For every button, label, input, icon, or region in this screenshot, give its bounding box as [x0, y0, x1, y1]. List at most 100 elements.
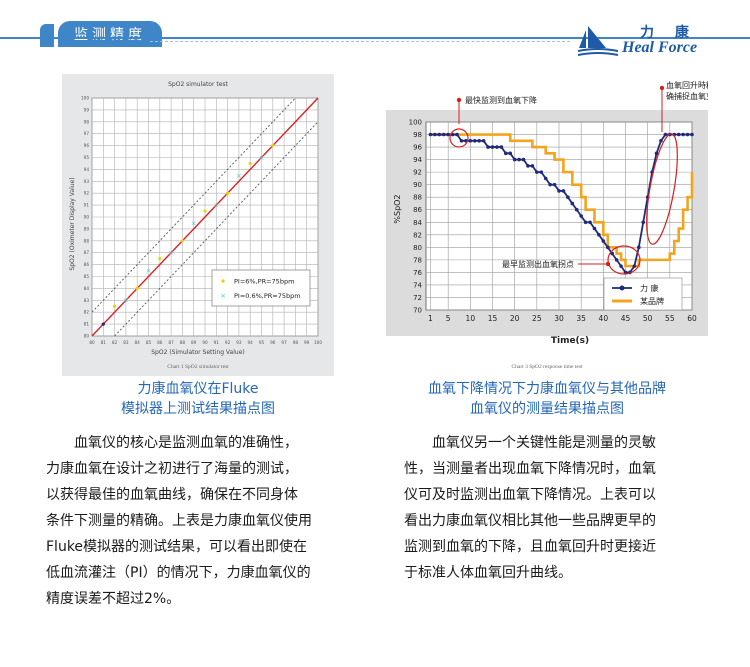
annotation-recovery-text: 血氧回升時精确捕捉血氧变化 — [666, 80, 708, 101]
left-paragraph-line: 条件下测量的精确。上表是力康血氧仪使用 — [46, 513, 312, 529]
y-tick-label: 86 — [84, 262, 90, 267]
right-caption-line1: 血氧下降情况下力康血氧仪与其他品牌 — [428, 381, 666, 397]
data-point-healforce — [433, 132, 437, 137]
legend-box — [211, 269, 311, 307]
sailboat-logo-icon — [578, 26, 618, 56]
highlight-circle-drop — [449, 128, 469, 148]
y-tick-label: 80 — [413, 244, 422, 252]
y-tick-label: 96 — [413, 144, 422, 152]
section-title: 监测精度 — [58, 21, 162, 47]
y-tick-label: 74 — [413, 281, 422, 289]
x-tick-label: 15 — [488, 314, 498, 323]
section-tab-accent — [40, 24, 54, 47]
data-point-healforce — [663, 132, 668, 137]
data-point-pi6 — [226, 191, 230, 195]
x-tick-label: 50 — [643, 314, 653, 323]
y-tick-label: 81 — [84, 322, 90, 327]
y-tick-label: 90 — [84, 215, 90, 220]
x-axis-label: Time(s) — [551, 336, 589, 346]
data-point-pi6 — [135, 286, 139, 290]
annotation-fastest-drop: 最快监测到血氧下降 — [456, 95, 537, 124]
x-tick-label: 1 — [428, 314, 433, 323]
y-tick-label: 91 — [84, 203, 90, 208]
left-paragraph-line: 以获得最佳的血氧曲线，确保在不同身体 — [46, 487, 298, 503]
x-tick-label: 35 — [576, 314, 586, 323]
left-caption-line2: 模拟器上测试结果描点图 — [121, 401, 275, 417]
right-paragraph-line: 监测到血氧的下降，且血氧回升时更接近 — [404, 539, 656, 555]
data-point-healforce — [548, 182, 552, 187]
left-paragraph-line: 血氧仪的核心是监测血氧的准确性， — [46, 435, 298, 451]
y-tick-label: 97 — [84, 131, 90, 136]
x-tick-label: 10 — [466, 314, 476, 323]
right-paragraph-line: 于标准人体血氧回升曲线。 — [404, 565, 572, 581]
y-tick-label: 94 — [413, 156, 422, 164]
data-point-healforce — [477, 139, 481, 143]
x-tick-label: 91 — [214, 340, 220, 345]
data-point-healforce — [543, 176, 548, 181]
y-tick-label: 94 — [84, 167, 90, 172]
data-point-healforce — [455, 132, 459, 137]
x-tick-label: 5 — [446, 314, 451, 323]
legend-marker-pi06: × — [220, 292, 226, 300]
annotation-inflection-text: 最早监测出血氧拐点 — [502, 259, 574, 269]
y-tick-label: 100 — [409, 119, 422, 127]
left-paragraph-line: 力康血氧在设计之初进行了海量的测试， — [46, 461, 298, 477]
y-tick-label: 99 — [84, 107, 90, 112]
y-tick-label: 87 — [84, 250, 90, 255]
data-point-healforce — [637, 245, 641, 250]
data-point-healforce — [566, 195, 570, 199]
limit-line — [114, 121, 319, 337]
data-point-healforce — [561, 189, 566, 193]
legend-label-healforce: 力 康 — [640, 283, 659, 293]
highlight-ellipse-recovery — [646, 133, 678, 245]
x-tick-label: 20 — [510, 314, 520, 323]
data-point-healforce — [641, 220, 646, 225]
x-tick-label: 96 — [270, 340, 276, 345]
x-tick-label: 60 — [687, 314, 697, 323]
data-point-healforce — [526, 164, 530, 168]
y-tick-label: 100 — [81, 96, 89, 101]
right-paragraph-line: 仪可及时监测出血氧下降情况。上表可以 — [404, 487, 656, 503]
chart-caption: Chart 1 SpO2 simulator test — [167, 364, 229, 370]
data-point-healforce — [486, 145, 490, 149]
y-tick-label: 83 — [84, 298, 90, 303]
header-rule — [0, 37, 750, 39]
header-dashed-rule — [150, 41, 570, 42]
data-point-healforce — [517, 157, 521, 162]
data-point-healforce — [601, 239, 606, 243]
data-point-healforce — [468, 139, 473, 143]
y-tick-label: 82 — [84, 310, 90, 315]
x-tick-label: 55 — [665, 314, 675, 323]
y-tick-label: 93 — [84, 179, 90, 184]
data-point-baseline — [101, 322, 105, 326]
x-tick-label: 94 — [248, 340, 254, 345]
brand-name-cn: 力 康 — [640, 25, 697, 41]
data-point-healforce — [530, 164, 535, 168]
y-tick-label: 80 — [84, 334, 90, 339]
data-point-healforce — [508, 151, 513, 156]
x-tick-label: 90 — [202, 340, 208, 345]
data-point-healforce — [539, 170, 544, 174]
data-point-pi06: × — [146, 267, 152, 275]
right-paragraph-line: 性，当测量者出现血氧下降情况时，血氧 — [404, 461, 656, 477]
data-point-healforce — [681, 132, 685, 137]
y-axis-label: SpO2 (Oximeter Display Value) — [69, 177, 76, 270]
data-point-healforce — [579, 214, 583, 218]
legend-label-pi06: PI=0.6%,PR=75bpm — [234, 292, 301, 300]
data-point-healforce — [428, 132, 433, 137]
y-tick-label: 89 — [84, 226, 90, 231]
y-axis-label: %SpO2 — [393, 194, 402, 223]
data-point-healforce — [495, 145, 499, 149]
data-point-pi6 — [248, 161, 252, 166]
data-point-pi6 — [158, 257, 162, 261]
legend-box — [603, 277, 683, 311]
data-point-pi6 — [271, 144, 275, 148]
data-point-healforce — [481, 139, 486, 143]
simulator-scatter-chart: SpO2 simulator test × × × × × × × 80 81 82 83 84 85… — [62, 74, 334, 376]
data-point-healforce — [685, 132, 690, 137]
data-point-healforce — [676, 132, 681, 137]
data-point-pi6 — [203, 209, 207, 213]
y-tick-label: 92 — [84, 191, 90, 196]
data-point-healforce — [690, 132, 694, 137]
right-caption-line2: 血氧仪的测量结果描点图 — [470, 401, 624, 417]
